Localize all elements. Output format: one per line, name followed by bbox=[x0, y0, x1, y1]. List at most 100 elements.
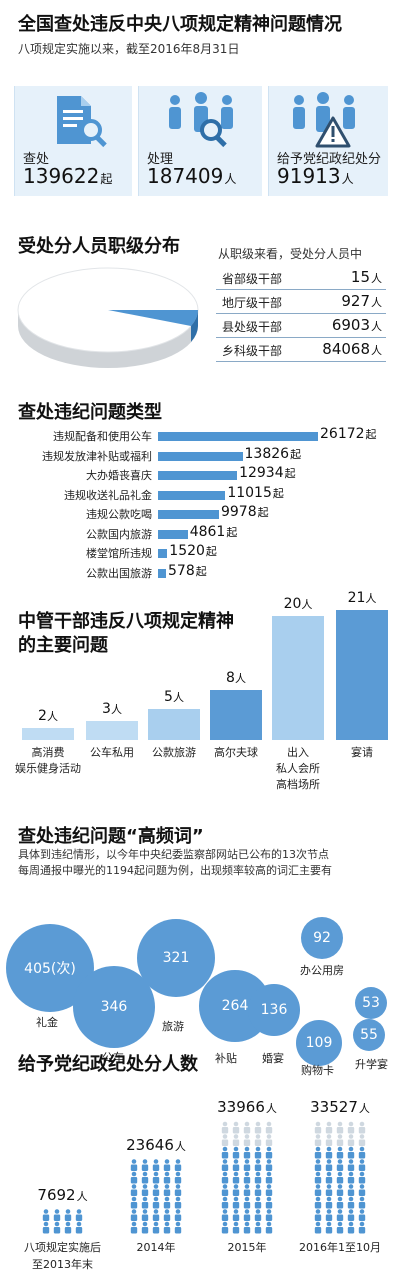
person-icon bbox=[141, 1209, 149, 1221]
person-icon bbox=[221, 1171, 229, 1184]
person-icon bbox=[243, 1171, 251, 1184]
person-icon bbox=[64, 1221, 72, 1234]
person-icon bbox=[347, 1184, 355, 1196]
person-icon bbox=[358, 1196, 366, 1209]
bubble: 405(次) bbox=[5, 923, 95, 1013]
person-icon bbox=[221, 1196, 229, 1209]
person-icon bbox=[163, 1171, 171, 1184]
person-icon bbox=[347, 1171, 355, 1184]
rank-note: 从职级来看，受处分人员中 bbox=[218, 247, 363, 261]
person-icon bbox=[174, 1196, 182, 1209]
bar-value-label: 13826起 bbox=[244, 445, 302, 462]
person-icon bbox=[336, 1159, 344, 1171]
person-icon bbox=[141, 1196, 149, 1209]
person-icon bbox=[130, 1196, 138, 1209]
bar-value-label: 21人 bbox=[347, 590, 377, 606]
person-icon bbox=[163, 1209, 171, 1221]
person-icon bbox=[163, 1196, 171, 1209]
bar-value-label: 8人 bbox=[226, 670, 246, 687]
person-icon bbox=[221, 1121, 229, 1134]
bar-category-label: 公车私用 bbox=[90, 746, 134, 759]
bubble-value: 405(次) bbox=[24, 960, 76, 977]
person-icon bbox=[221, 1159, 229, 1171]
people-search-icon bbox=[169, 92, 233, 148]
person-icon bbox=[254, 1184, 262, 1196]
words-desc-1: 具体到违纪情形，以今年中央纪委监察部网站已公布的13次节点 bbox=[18, 848, 329, 861]
person-icon bbox=[347, 1146, 355, 1159]
words-title: 查处违纪问题“高频词” bbox=[18, 826, 204, 847]
person-icon bbox=[265, 1134, 273, 1146]
person-icon bbox=[325, 1221, 333, 1234]
person-icon bbox=[130, 1221, 138, 1234]
person-icon bbox=[232, 1159, 240, 1171]
bar-category-label: 违规收送礼品礼金 bbox=[64, 488, 152, 502]
rank-row: 省部级干部 15人 bbox=[190, 268, 386, 290]
person-icon bbox=[163, 1221, 171, 1234]
punish-value: 33966人 bbox=[217, 1098, 277, 1116]
punish-value: 7692人 bbox=[37, 1185, 88, 1204]
person-icon bbox=[265, 1171, 273, 1184]
punish-value: 33527人 bbox=[310, 1098, 370, 1116]
bar bbox=[22, 727, 74, 740]
punish-category-label: 八项规定实施后 至2013年末 bbox=[24, 1241, 101, 1271]
person-icon bbox=[130, 1209, 138, 1221]
person-icon bbox=[141, 1159, 149, 1171]
person-icon bbox=[152, 1171, 160, 1184]
person-icon bbox=[232, 1171, 240, 1184]
person-icon bbox=[243, 1146, 251, 1159]
bar-value-label: 26172起 bbox=[320, 426, 377, 442]
person-icon bbox=[254, 1196, 262, 1209]
person-icon bbox=[232, 1146, 240, 1159]
person-icon bbox=[232, 1221, 240, 1234]
person-icon bbox=[358, 1184, 366, 1196]
bubble-value: 109 bbox=[305, 1034, 333, 1051]
bubble: 55 bbox=[352, 1018, 386, 1052]
person-icon bbox=[314, 1184, 322, 1196]
stat-value: 91913人 bbox=[277, 164, 354, 188]
person-icon bbox=[314, 1196, 322, 1209]
person-icon bbox=[130, 1159, 138, 1171]
bar-category-label: 高尔夫球 bbox=[214, 746, 258, 759]
bar bbox=[158, 432, 318, 441]
person-icon bbox=[265, 1221, 273, 1234]
person-icon bbox=[336, 1171, 344, 1184]
person-icon bbox=[53, 1221, 61, 1234]
bar-category-label: 公款国内旅游 bbox=[86, 527, 152, 541]
person-icon bbox=[336, 1196, 344, 1209]
bubble-category-label: 婚宴 bbox=[262, 1052, 284, 1065]
person-icon bbox=[347, 1134, 355, 1146]
bubble-category-label: 升学宴 bbox=[355, 1058, 388, 1071]
person-icon bbox=[141, 1171, 149, 1184]
person-icon bbox=[325, 1196, 333, 1209]
bubble: 321 bbox=[136, 918, 216, 998]
bar bbox=[210, 690, 262, 740]
bar-category-label: 大办婚丧喜庆 bbox=[86, 469, 152, 482]
document-search-icon bbox=[57, 96, 107, 148]
bar-value-label: 578起 bbox=[168, 562, 207, 579]
words-desc-2: 每周通报中曝光的1194起问题为例，出现频率较高的词汇主要有 bbox=[18, 864, 332, 877]
bubble-category-label: 旅游 bbox=[162, 1020, 184, 1033]
cadre-title: 中管干部违反八项规定精神 的主要问题 bbox=[18, 611, 234, 656]
bar-category-label: 违规配备和使用公车 bbox=[53, 430, 152, 443]
person-icon bbox=[336, 1146, 344, 1159]
person-icon bbox=[314, 1146, 322, 1159]
person-icon bbox=[243, 1209, 251, 1221]
person-icon bbox=[243, 1184, 251, 1196]
bubble: 109 bbox=[296, 1020, 342, 1066]
punish-pictogram bbox=[42, 1121, 366, 1234]
person-icon bbox=[325, 1184, 333, 1196]
rank-row: 地厅级干部 927人 bbox=[190, 292, 386, 314]
person-icon bbox=[358, 1159, 366, 1171]
person-icon bbox=[64, 1209, 72, 1221]
person-icon bbox=[336, 1134, 344, 1146]
person-icon bbox=[265, 1159, 273, 1171]
person-icon bbox=[152, 1184, 160, 1196]
bar-category-label: 违规公款吃喝 bbox=[86, 508, 152, 521]
types-title: 查处违纪问题类型 bbox=[18, 402, 162, 423]
bar-category-label: 公款出国旅游 bbox=[86, 566, 152, 580]
person-icon bbox=[42, 1209, 50, 1221]
bar bbox=[158, 510, 219, 519]
person-icon bbox=[254, 1159, 262, 1171]
person-icon bbox=[254, 1134, 262, 1146]
bar-value-label: 1520起 bbox=[169, 543, 217, 559]
